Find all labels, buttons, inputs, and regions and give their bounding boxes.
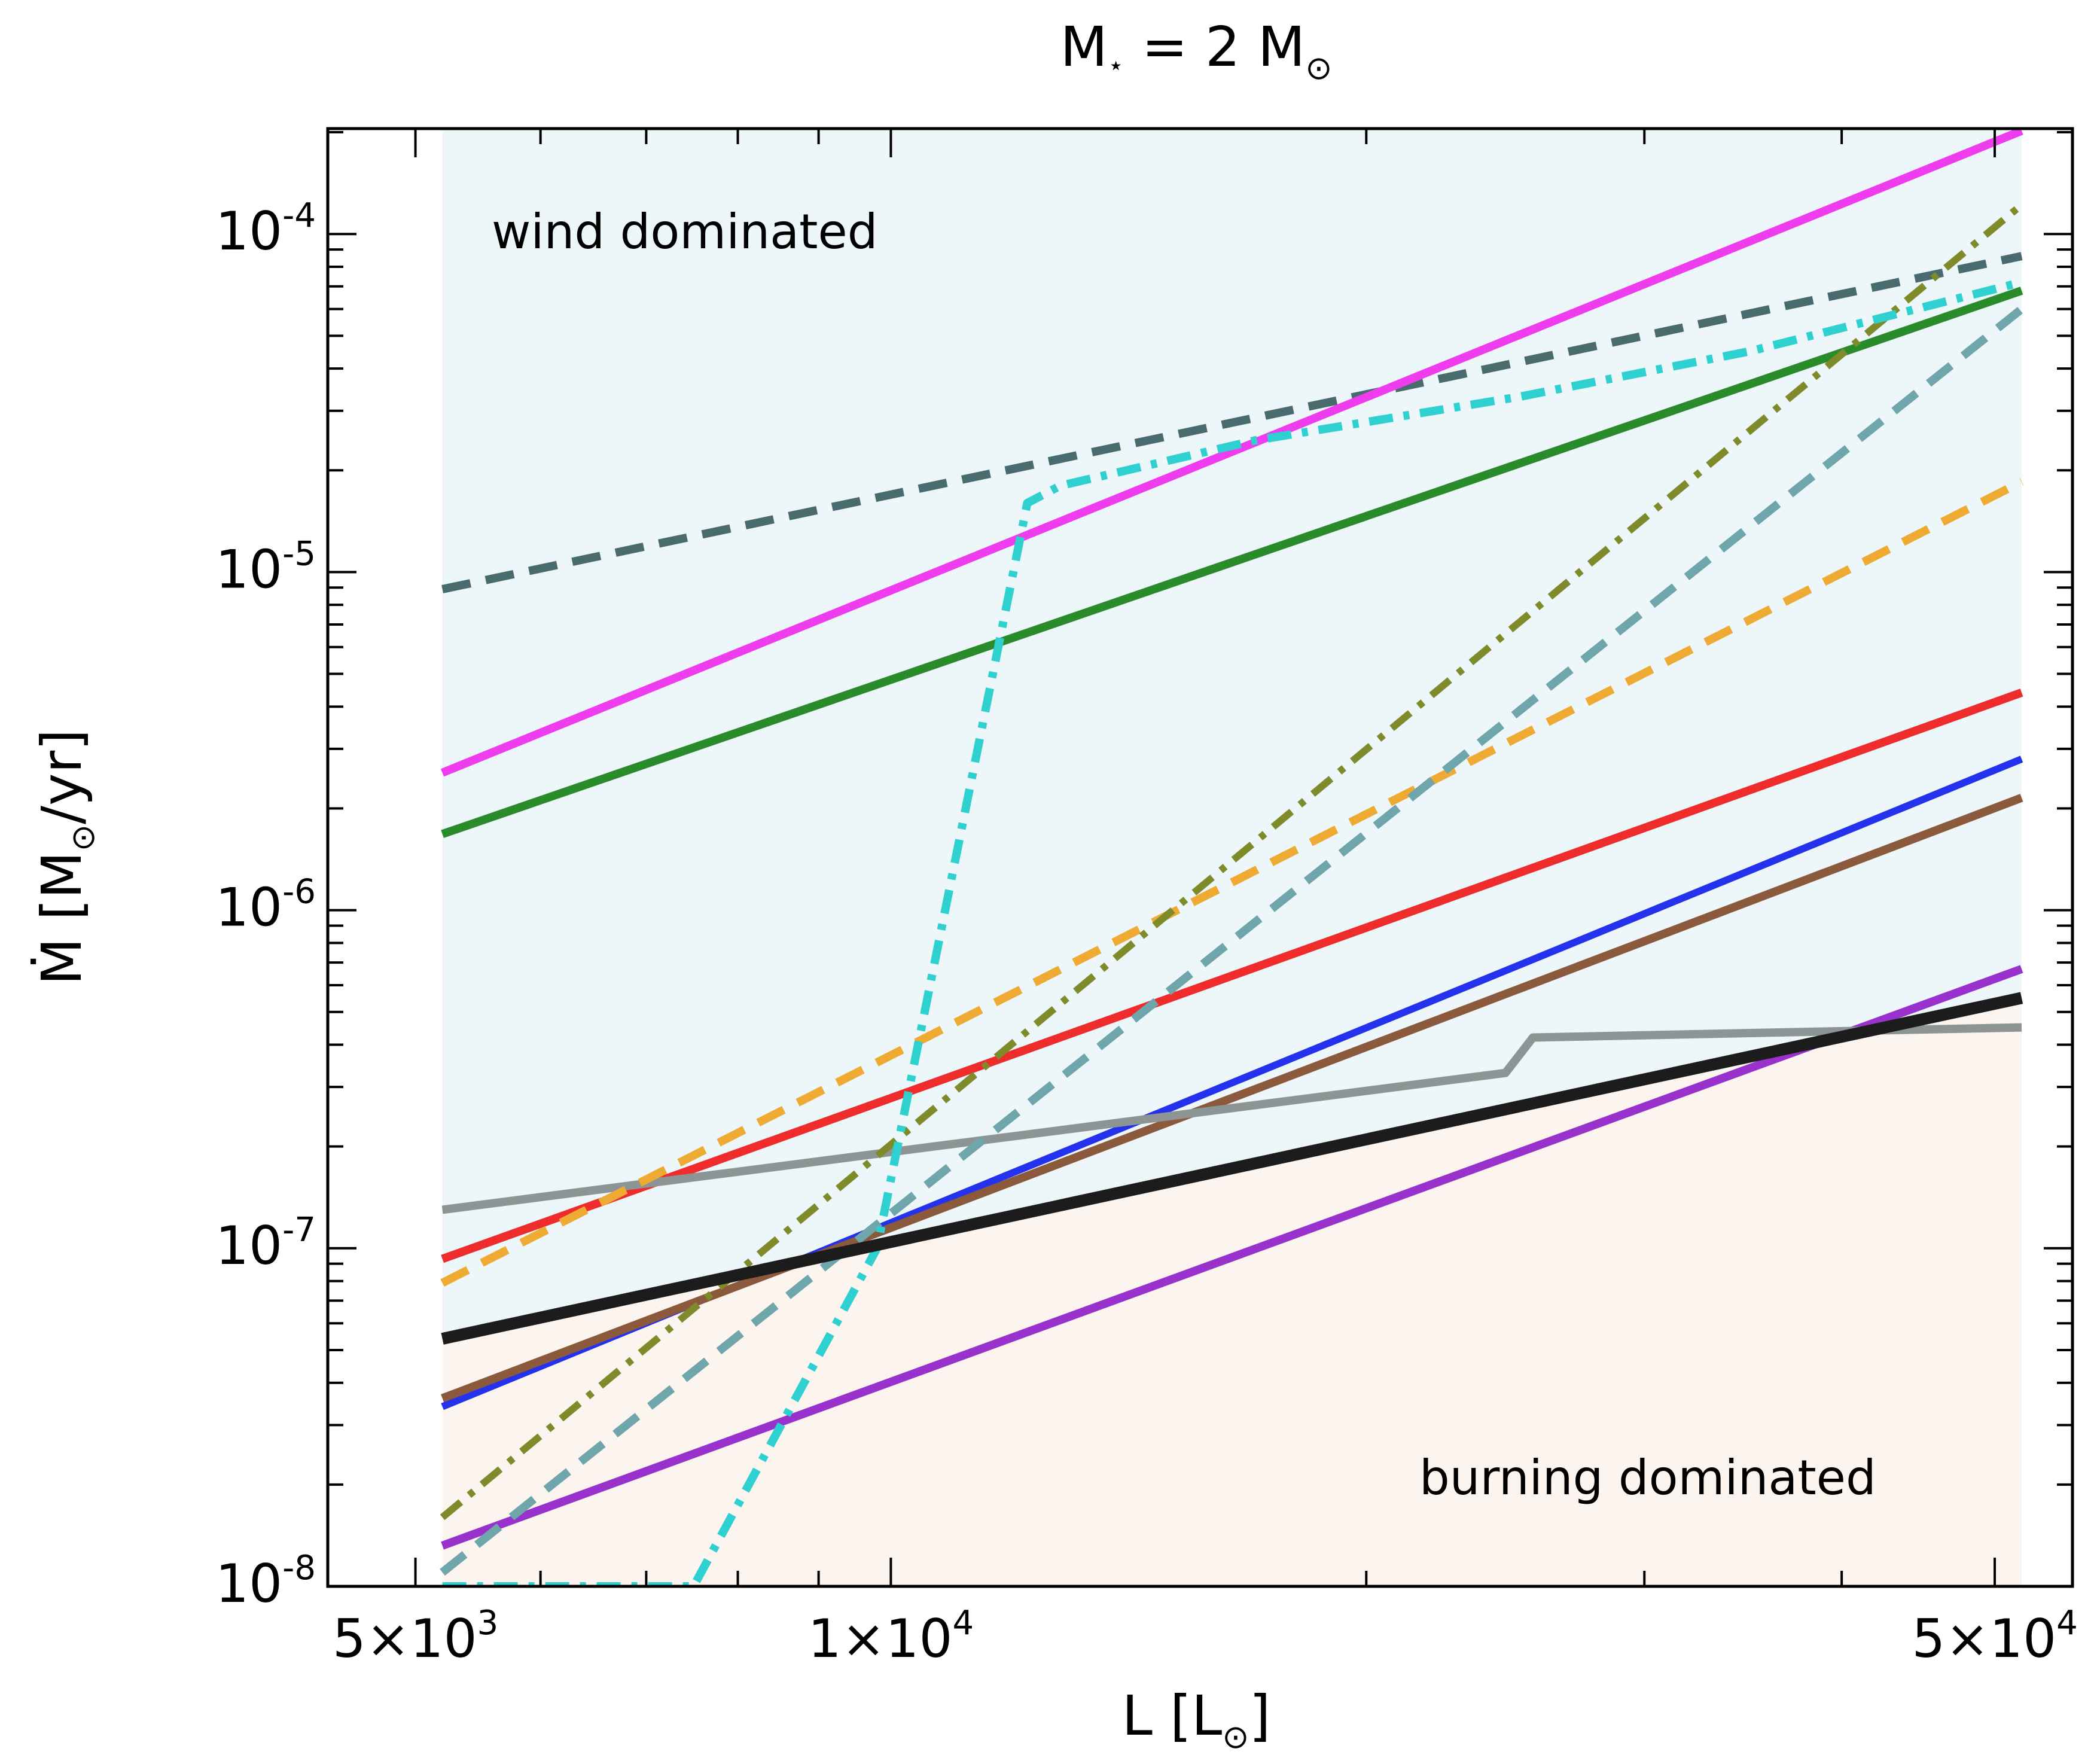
y-tick-label: 10-8 xyxy=(215,1549,316,1614)
burning-region-label: burning dominated xyxy=(1419,1450,1876,1506)
y-tick-label: 10-5 xyxy=(215,534,316,600)
y-tick-label: 10-6 xyxy=(215,873,316,939)
y-tick-label: 10-4 xyxy=(215,196,316,262)
x-tick-label: 5×103 xyxy=(333,1604,498,1669)
x-tick-label: 5×104 xyxy=(1912,1604,2077,1669)
wind-region-label: wind dominated xyxy=(492,204,878,260)
y-tick-label: 10-7 xyxy=(215,1211,316,1276)
chart-title: M⋆ = 2 M⊙ xyxy=(1060,15,1333,87)
x-tick-label: 1×104 xyxy=(808,1604,974,1669)
y-axis-label: Ṁ [M⊙/yr] xyxy=(30,729,102,985)
x-axis-label: L [L⊙] xyxy=(1122,1684,1271,1756)
chart: wind dominated burning dominated 10-8 10-… xyxy=(0,0,2094,1764)
